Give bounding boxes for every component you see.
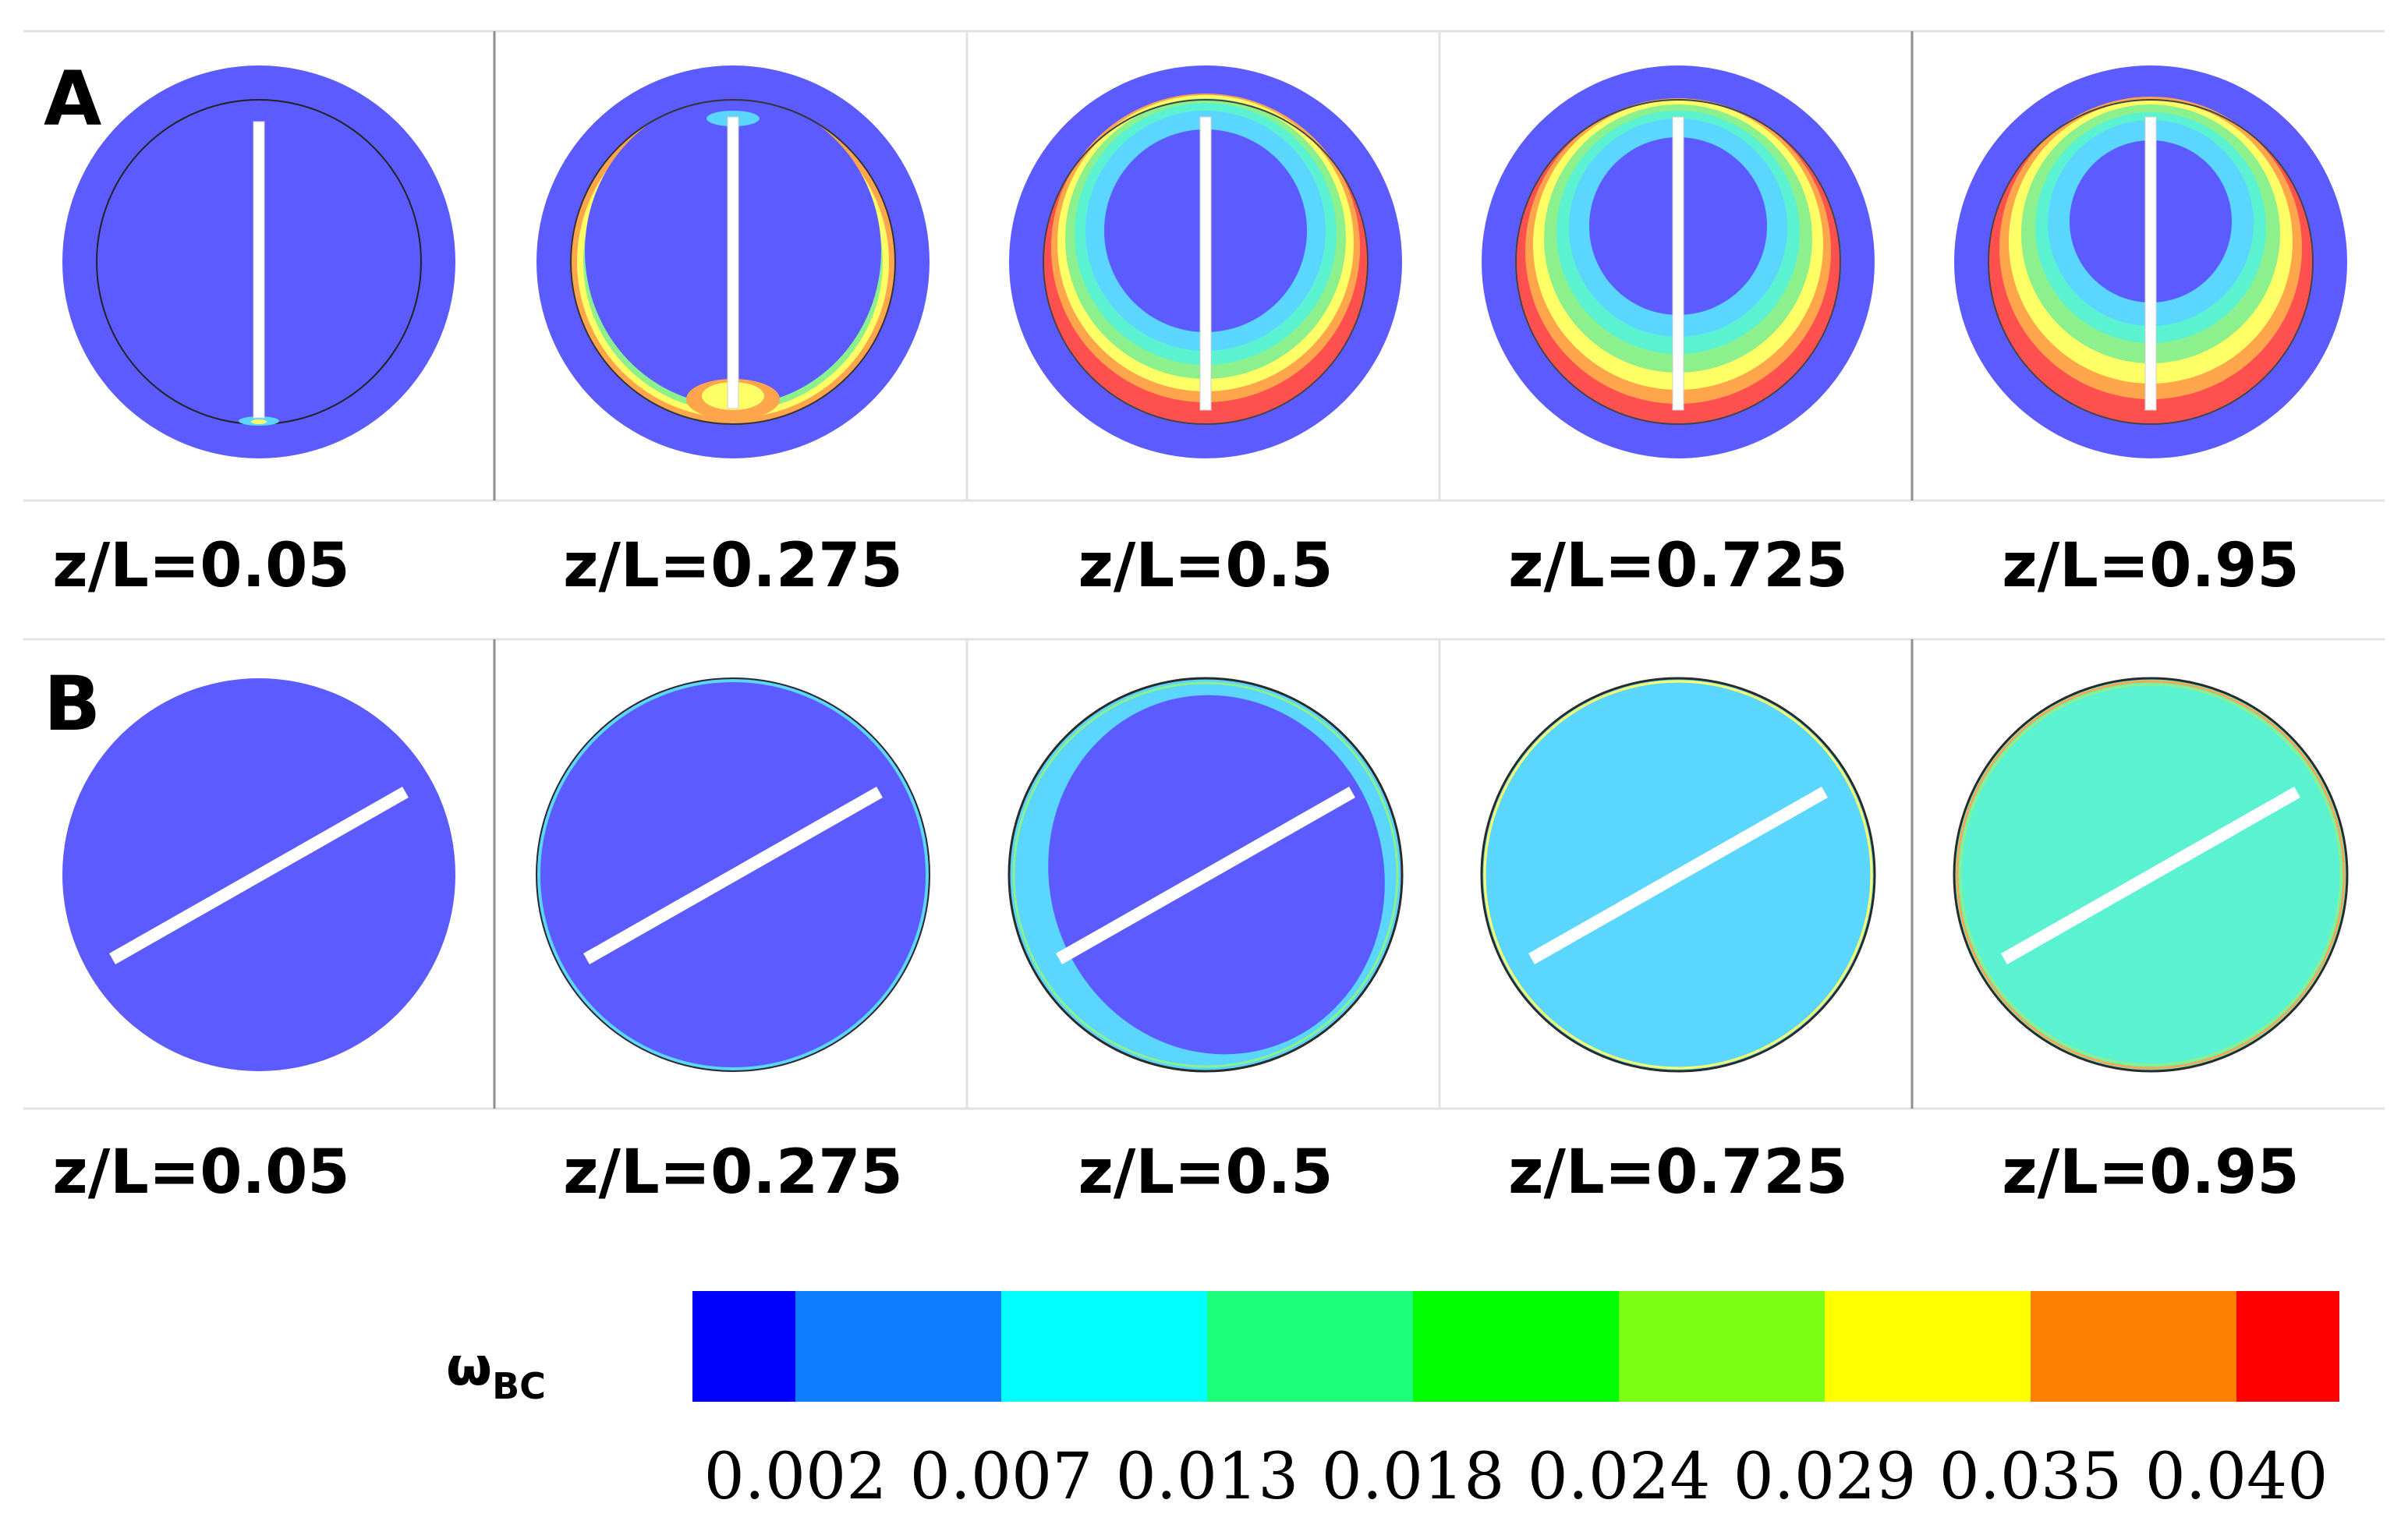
- colorbar-swatch: [795, 1291, 1001, 1402]
- row-a: A: [23, 30, 2385, 601]
- panel-letter-a: A: [44, 55, 101, 143]
- z-label: z/L=0.95: [2002, 531, 2299, 601]
- colorbar-tick-label: 0.035: [1939, 1440, 2123, 1514]
- colorbar-tick-label: 0.007: [910, 1440, 1093, 1514]
- z-label: z/L=0.5: [1078, 531, 1333, 601]
- legend-symbol: ωBC: [446, 1336, 546, 1407]
- colorbar: [692, 1291, 2339, 1402]
- colorbar-swatch: [1001, 1291, 1207, 1402]
- contour-b-2: [536, 677, 930, 1072]
- colorbar-tick-label: 0.024: [1528, 1440, 1711, 1514]
- colorbar-tick-label: 0.013: [1116, 1440, 1299, 1514]
- row-b: B: [23, 638, 2385, 1208]
- z-label: z/L=0.05: [52, 1137, 349, 1208]
- contour-a-2: [536, 65, 930, 458]
- colorbar-swatch: [1619, 1291, 1825, 1402]
- colorbar-swatch: [2031, 1291, 2236, 1402]
- colorbar-swatch: [1825, 1291, 2031, 1402]
- panel-letter-b: B: [44, 660, 101, 748]
- contour-a-4: [1482, 65, 1875, 458]
- colorbar-swatch: [1413, 1291, 1619, 1402]
- z-label: z/L=0.95: [2002, 1137, 2299, 1208]
- contour-a-5: [1954, 65, 2347, 458]
- z-label: z/L=0.275: [563, 531, 903, 601]
- z-label: z/L=0.725: [1508, 1137, 1848, 1208]
- colorbar-swatch: [692, 1291, 795, 1402]
- contour-a-1: [62, 65, 455, 458]
- colorbar-swatch: [1207, 1291, 1413, 1402]
- colorbar-tick-label: 0.040: [2145, 1440, 2328, 1514]
- colorbar-tick-label: 0.018: [1322, 1440, 1505, 1514]
- colorbar-tick-label: 0.002: [704, 1440, 887, 1514]
- colorbar-tick-label: 0.029: [1733, 1440, 1917, 1514]
- contour-b-5: [1953, 677, 2349, 1073]
- contour-b-3: [1007, 677, 1404, 1073]
- z-label: z/L=0.05: [52, 531, 349, 601]
- contour-b-1: [62, 678, 455, 1071]
- contour-a-3: [1009, 65, 1402, 458]
- colorbar-legend: ωBC 0.002 0.007 0.013 0.018 0.024 0.029 0.035 0…: [446, 1291, 2339, 1514]
- contour-b-4: [1480, 677, 1876, 1073]
- z-label: z/L=0.5: [1078, 1137, 1333, 1208]
- z-label: z/L=0.725: [1508, 531, 1848, 601]
- colorbar-swatch: [2236, 1291, 2339, 1402]
- colorbar-ticks: 0.002 0.007 0.013 0.018 0.024 0.029 0.035 0.040: [704, 1440, 2328, 1514]
- z-label: z/L=0.275: [563, 1137, 903, 1208]
